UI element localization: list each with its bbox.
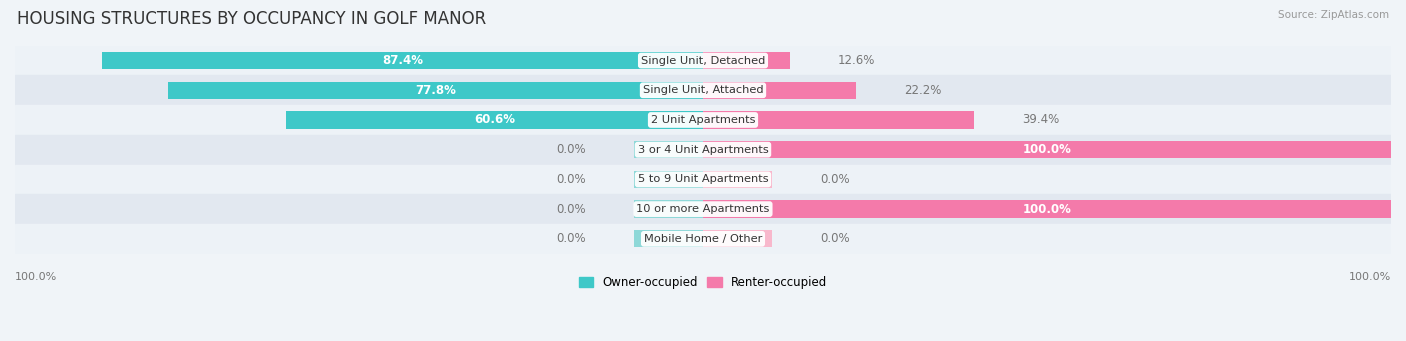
Text: 100.0%: 100.0% bbox=[1348, 271, 1391, 282]
Text: HOUSING STRUCTURES BY OCCUPANCY IN GOLF MANOR: HOUSING STRUCTURES BY OCCUPANCY IN GOLF … bbox=[17, 10, 486, 28]
Text: 0.0%: 0.0% bbox=[557, 143, 586, 156]
Text: 2 Unit Apartments: 2 Unit Apartments bbox=[651, 115, 755, 125]
Legend: Owner-occupied, Renter-occupied: Owner-occupied, Renter-occupied bbox=[574, 271, 832, 294]
Text: 5 to 9 Unit Apartments: 5 to 9 Unit Apartments bbox=[638, 174, 768, 184]
Text: 100.0%: 100.0% bbox=[15, 271, 58, 282]
Text: Mobile Home / Other: Mobile Home / Other bbox=[644, 234, 762, 244]
Text: Single Unit, Attached: Single Unit, Attached bbox=[643, 85, 763, 95]
Bar bbox=[15, 224, 1391, 254]
Bar bbox=[703, 141, 1391, 158]
Bar bbox=[703, 112, 974, 129]
Bar bbox=[15, 194, 1391, 224]
Text: Source: ZipAtlas.com: Source: ZipAtlas.com bbox=[1278, 10, 1389, 20]
Bar bbox=[634, 230, 703, 248]
Bar bbox=[15, 75, 1391, 105]
Bar bbox=[703, 230, 772, 248]
Bar bbox=[15, 135, 1391, 165]
Bar bbox=[703, 201, 1391, 218]
Bar bbox=[285, 112, 703, 129]
Text: 60.6%: 60.6% bbox=[474, 114, 515, 127]
Bar bbox=[167, 81, 703, 99]
Text: 10 or more Apartments: 10 or more Apartments bbox=[637, 204, 769, 214]
Text: 100.0%: 100.0% bbox=[1022, 203, 1071, 216]
Text: 22.2%: 22.2% bbox=[904, 84, 941, 97]
Text: 39.4%: 39.4% bbox=[1022, 114, 1060, 127]
Bar bbox=[634, 201, 703, 218]
Bar bbox=[634, 141, 703, 158]
Text: 77.8%: 77.8% bbox=[415, 84, 456, 97]
Text: 87.4%: 87.4% bbox=[382, 54, 423, 67]
Text: 0.0%: 0.0% bbox=[820, 232, 849, 245]
Bar bbox=[15, 105, 1391, 135]
Text: 0.0%: 0.0% bbox=[557, 203, 586, 216]
Text: 100.0%: 100.0% bbox=[1022, 143, 1071, 156]
Bar bbox=[703, 171, 772, 188]
Text: 0.0%: 0.0% bbox=[557, 173, 586, 186]
Bar bbox=[703, 52, 790, 69]
Bar bbox=[703, 81, 856, 99]
Text: 0.0%: 0.0% bbox=[820, 173, 849, 186]
Text: 0.0%: 0.0% bbox=[557, 232, 586, 245]
Bar bbox=[634, 171, 703, 188]
Bar bbox=[15, 46, 1391, 75]
Text: 3 or 4 Unit Apartments: 3 or 4 Unit Apartments bbox=[638, 145, 768, 155]
Bar bbox=[101, 52, 703, 69]
Bar bbox=[15, 165, 1391, 194]
Text: Single Unit, Detached: Single Unit, Detached bbox=[641, 56, 765, 65]
Text: 12.6%: 12.6% bbox=[838, 54, 875, 67]
